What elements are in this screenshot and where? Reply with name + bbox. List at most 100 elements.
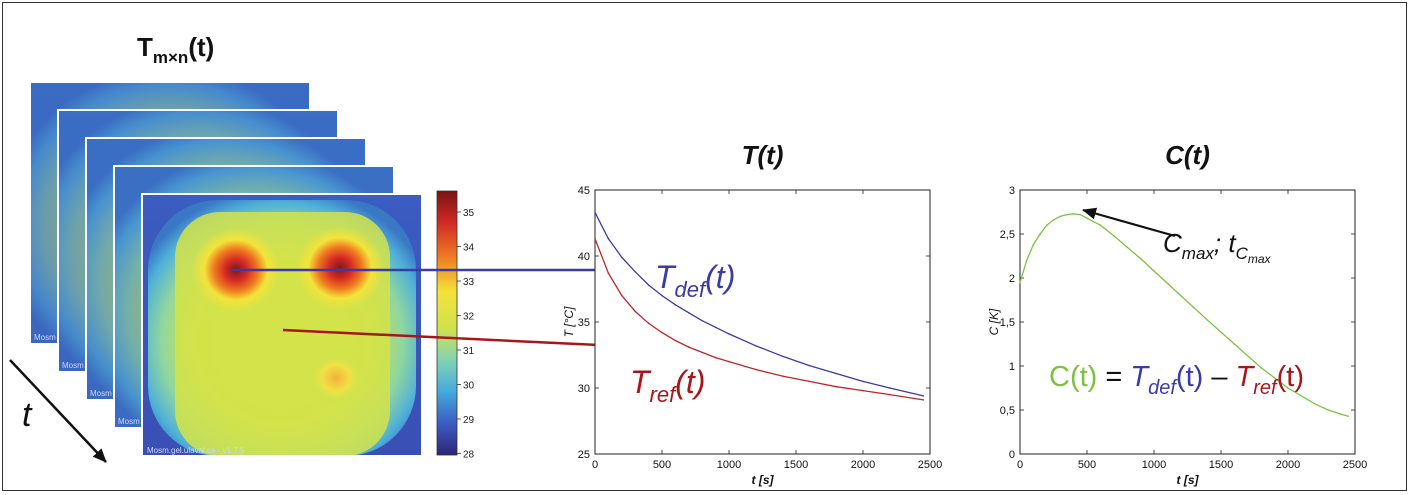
series-point-1: [922, 399, 925, 401]
series-point-0: [1113, 235, 1115, 237]
series-point-0: [1072, 213, 1075, 215]
formula-minus: –: [1203, 361, 1235, 393]
series-point-0: [688, 312, 690, 314]
frame-watermark: Mosm: [62, 361, 84, 370]
series-point-0: [1079, 213, 1082, 216]
plot-area: [594, 189, 931, 455]
series-point-1: [674, 339, 677, 342]
x-tick-label: 500: [653, 459, 671, 471]
label-t-ref: Tref(t): [630, 364, 705, 407]
series-point-1: [714, 356, 717, 359]
series-point-0: [1059, 215, 1061, 218]
label-t-def: Tdef(t): [655, 259, 735, 302]
series-point-0: [714, 326, 717, 329]
x-tick-label: 1500: [1209, 459, 1233, 471]
series-line-1: [594, 238, 924, 401]
x-tick-label: 0: [592, 459, 598, 471]
series-point-1: [835, 385, 837, 388]
series-point-1: [661, 331, 663, 334]
formula-r-sub: ref: [1253, 377, 1279, 399]
label-t-ref-base: T: [630, 364, 652, 400]
formula-d-tail: (t): [1176, 361, 1203, 393]
series-point-1: [607, 272, 610, 275]
x-tick-label: 1000: [717, 459, 741, 471]
frame-watermark: Mosm: [118, 417, 140, 426]
formula-r-base: T: [1236, 361, 1256, 393]
series-point-1: [728, 360, 730, 363]
series-point-0: [1340, 413, 1343, 416]
series-point-0: [1032, 243, 1035, 246]
series-point-0: [728, 333, 730, 335]
x-tick-label: 1000: [1142, 459, 1166, 471]
x-tick-label: 2500: [918, 459, 942, 471]
series-point-0: [1025, 259, 1028, 262]
x-tick-label: 500: [1078, 459, 1096, 471]
y-tick-label: 0,5: [1000, 405, 1015, 417]
series-point-0: [701, 319, 703, 322]
y-tick-label: 0: [1009, 449, 1015, 461]
series-point-0: [1019, 281, 1021, 284]
colorbar-tick-label: 33: [463, 277, 475, 288]
y-tick-label: 35: [578, 317, 590, 329]
series-point-0: [634, 271, 636, 273]
series-point-1: [688, 346, 690, 348]
series-point-0: [647, 284, 650, 286]
y-tick-label: 2: [1009, 273, 1015, 285]
colorbar-tick-label: 29: [463, 415, 475, 426]
series-point-1: [621, 294, 623, 297]
frame-watermark: Mosm: [90, 389, 112, 398]
series-point-0: [1180, 294, 1182, 297]
stack-title-sub: m×n: [153, 48, 188, 67]
label-cmax-csub: max: [1182, 244, 1215, 263]
hot-spot-right: [296, 226, 384, 310]
label-t-ref-sub: ref: [650, 382, 679, 407]
y-tick-label: 30: [578, 383, 590, 395]
series-line-0: [594, 212, 924, 397]
series-point-1: [781, 375, 784, 377]
series-point-0: [1099, 224, 1102, 226]
x-axis-label: t [s]: [1177, 473, 1200, 487]
series-point-0: [1066, 213, 1068, 216]
label-t-ref-tail: (t): [675, 364, 705, 400]
series-point-0: [1260, 367, 1262, 369]
formula-lhs: C(t): [1049, 361, 1097, 393]
thermal-frame-front: Mosm.gel.ulaval.ca - v1.7.5: [141, 193, 423, 457]
label-t-def-tail: (t): [705, 259, 735, 295]
formula-r-tail: (t): [1277, 361, 1304, 393]
series-point-0: [1086, 217, 1088, 219]
series-point-0: [1126, 246, 1128, 248]
frame-watermark: Mosm: [34, 333, 56, 342]
series-point-0: [1327, 409, 1329, 411]
series-point-0: [1347, 415, 1350, 418]
label-cmax-tsubsub: max: [1248, 252, 1272, 266]
x-tick-label: 1500: [784, 459, 808, 471]
y-tick-label: 25: [578, 449, 590, 461]
colorbar-tick-label: 30: [463, 381, 475, 392]
y-tick-label: 1: [1009, 361, 1015, 373]
series-point-0: [1052, 219, 1055, 221]
colorbar: 35 34 33 32 31 30 29 28: [436, 190, 475, 461]
series-point-0: [1046, 224, 1048, 226]
series-point-0: [1039, 233, 1041, 235]
series-point-0: [889, 387, 891, 389]
chart-title: C(t): [1165, 140, 1210, 170]
x-axis-label: t [s]: [752, 473, 775, 487]
series-point-0: [607, 238, 610, 240]
series-point-0: [674, 304, 677, 306]
series-point-1: [594, 238, 596, 240]
time-axis-label: t: [22, 396, 33, 434]
warm-spot: [312, 356, 360, 400]
colorbar-tick-label: 35: [463, 208, 475, 219]
label-formula: C(t) = Tdef(t) – Tref(t): [1049, 361, 1304, 399]
series-point-0: [1206, 319, 1209, 322]
series-point-0: [781, 355, 784, 358]
colorbar-tick-label: 34: [463, 243, 475, 254]
series-point-1: [889, 393, 891, 396]
series-point-0: [808, 364, 811, 367]
stack-title-tail: (t): [188, 32, 214, 62]
label-t-def-base: T: [655, 259, 677, 295]
colorbar-tick-label: 28: [463, 450, 475, 461]
series-point-0: [1314, 403, 1316, 405]
colorbar-tick-label: 31: [463, 346, 475, 357]
